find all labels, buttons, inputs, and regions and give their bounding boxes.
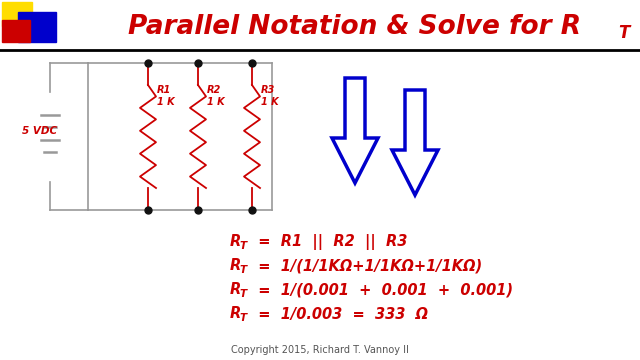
Polygon shape [332,78,378,183]
Text: R3
1 K: R3 1 K [261,85,278,107]
Text: R1
1 K: R1 1 K [157,85,175,107]
Text: T: T [239,313,246,323]
Text: T: T [239,289,246,299]
Text: T: T [239,265,246,275]
Text: =  1/(0.001  +  0.001  +  0.001): = 1/(0.001 + 0.001 + 0.001) [248,283,513,297]
Text: R: R [230,234,241,249]
Text: T: T [239,241,246,251]
Bar [2,20,30,42]
Text: R: R [230,258,241,274]
Text: R2
1 K: R2 1 K [207,85,225,107]
Text: R: R [230,283,241,297]
Text: T: T [618,24,630,42]
Text: R: R [230,306,241,321]
Text: Parallel Notation & Solve for R: Parallel Notation & Solve for R [129,14,582,40]
Text: 5 VDC: 5 VDC [22,126,57,136]
Text: =  1/(1/1KΩ+1/1KΩ+1/1KΩ): = 1/(1/1KΩ+1/1KΩ+1/1KΩ) [248,258,482,274]
Polygon shape [392,90,438,195]
Text: =  R1  ||  R2  ||  R3: = R1 || R2 || R3 [248,234,408,250]
Bar [18,12,56,42]
Text: Copyright 2015, Richard T. Vannoy II: Copyright 2015, Richard T. Vannoy II [231,345,409,355]
Bar [2,2,32,26]
Text: =  1/0.003  =  333  Ω: = 1/0.003 = 333 Ω [248,306,428,321]
